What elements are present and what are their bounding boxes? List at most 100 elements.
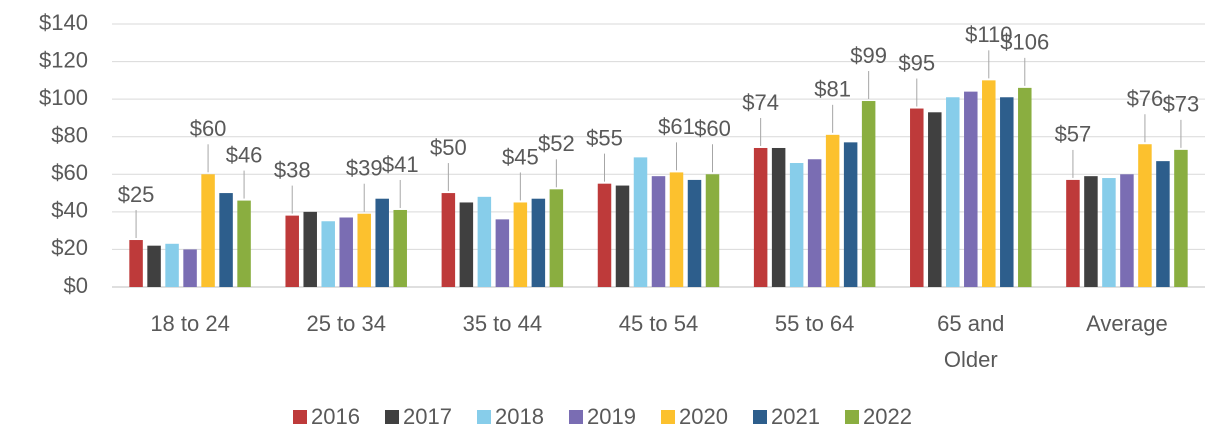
data-label: $50 (430, 135, 467, 160)
bar (1156, 161, 1170, 287)
legend-swatch (661, 410, 675, 424)
bar (861, 101, 876, 288)
bar (1102, 178, 1116, 287)
bar (964, 91, 978, 287)
bar (375, 198, 389, 287)
legend-swatch (385, 410, 399, 424)
y-tick-label: $120 (39, 47, 88, 72)
y-tick-label: $0 (64, 273, 88, 298)
data-label: $106 (1000, 30, 1049, 55)
bar (928, 112, 942, 288)
bar (339, 217, 353, 287)
legend-swatch (477, 410, 491, 424)
data-label: $52 (538, 131, 575, 156)
x-tick-label: 65 and Older (937, 311, 1004, 372)
bar (513, 202, 528, 287)
legend-label: 2021 (771, 404, 820, 429)
data-label: $25 (118, 182, 155, 207)
bar (1120, 174, 1134, 287)
legend-label: 2016 (311, 404, 360, 429)
bar (1174, 149, 1188, 287)
bar (651, 176, 666, 287)
y-tick-label: $60 (51, 160, 88, 185)
bar (219, 193, 233, 287)
legend-label: 2020 (679, 404, 728, 429)
x-tick-label: 45 to 54 (619, 311, 699, 336)
x-tick-label: 18 to 24 (150, 311, 230, 336)
bar (843, 142, 858, 287)
bar (1000, 97, 1014, 287)
bar (615, 185, 630, 287)
bar (771, 147, 786, 287)
data-label: $95 (898, 50, 935, 75)
bar (459, 202, 474, 287)
bar (285, 215, 299, 287)
data-label: $76 (1127, 86, 1164, 111)
legend-label: 2018 (495, 404, 544, 429)
bar (687, 179, 702, 287)
legend-swatch (845, 410, 859, 424)
bar (531, 198, 546, 287)
data-label: $61 (658, 114, 695, 139)
bar (303, 211, 317, 287)
data-label: $73 (1163, 92, 1200, 117)
data-label: $60 (694, 116, 731, 141)
y-tick-label: $80 (51, 123, 88, 148)
legend-swatch (569, 410, 583, 424)
bar (549, 189, 564, 287)
y-tick-label: $100 (39, 85, 88, 110)
bar (477, 196, 492, 287)
bar (753, 147, 768, 287)
bar (441, 193, 456, 287)
data-label: $39 (346, 156, 383, 181)
data-label: $57 (1055, 122, 1092, 147)
y-tick-label: $140 (39, 10, 88, 35)
data-label: $99 (850, 43, 887, 68)
bar (393, 209, 407, 287)
bar (357, 213, 371, 287)
data-label: $41 (382, 152, 419, 177)
data-label: $46 (226, 142, 263, 167)
data-label: $55 (586, 125, 623, 150)
legend-swatch (753, 410, 767, 424)
legend-label: 2017 (403, 404, 452, 429)
bar (321, 221, 335, 287)
bar (982, 80, 996, 287)
bar (165, 243, 179, 287)
data-label: $74 (742, 90, 779, 115)
x-tick-label: 35 to 44 (463, 311, 543, 336)
data-label: $38 (274, 157, 311, 182)
bar (147, 245, 161, 287)
bar (669, 172, 684, 287)
bar (129, 240, 143, 287)
bar (910, 108, 924, 288)
legend-label: 2019 (587, 404, 636, 429)
bar (946, 97, 960, 287)
bar (789, 163, 804, 287)
bar (201, 174, 215, 287)
bar (237, 200, 251, 287)
legend-label: 2022 (863, 404, 912, 429)
data-label: $110 (965, 22, 1012, 47)
bar (597, 183, 612, 287)
bar (1066, 179, 1080, 287)
data-label: $60 (190, 116, 227, 141)
bar (1018, 87, 1032, 287)
data-label: $45 (502, 144, 539, 169)
x-tick-label: Average (1086, 311, 1168, 336)
bar (807, 159, 822, 287)
bar (825, 134, 840, 287)
y-tick-label: $20 (51, 235, 88, 260)
legend-swatch (293, 410, 307, 424)
x-tick-label: 55 to 64 (775, 311, 855, 336)
y-tick-label: $40 (51, 198, 88, 223)
bar (705, 174, 720, 287)
bar (495, 219, 510, 287)
data-label: $81 (814, 77, 851, 102)
bar (183, 249, 197, 287)
bar (1084, 176, 1098, 287)
x-tick-label: 25 to 34 (306, 311, 386, 336)
bar (633, 157, 648, 287)
bar (1138, 144, 1152, 287)
